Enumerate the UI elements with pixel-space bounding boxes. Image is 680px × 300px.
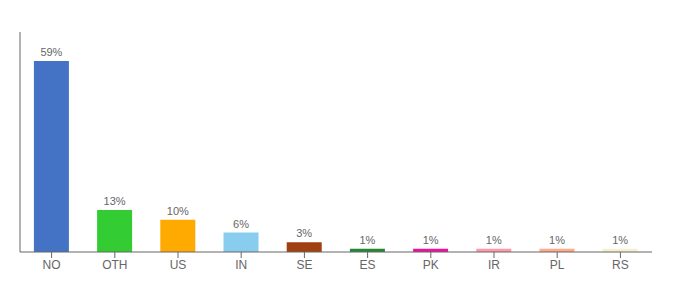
svg-text:3%: 3% xyxy=(296,227,312,239)
svg-text:ES: ES xyxy=(360,258,376,272)
svg-text:59%: 59% xyxy=(40,46,62,58)
svg-text:1%: 1% xyxy=(359,234,375,246)
svg-text:SE: SE xyxy=(296,258,312,272)
svg-text:1%: 1% xyxy=(549,234,565,246)
svg-text:OTH: OTH xyxy=(102,258,127,272)
svg-text:IR: IR xyxy=(488,258,500,272)
svg-text:10%: 10% xyxy=(167,205,189,217)
svg-text:IN: IN xyxy=(235,258,247,272)
svg-text:1%: 1% xyxy=(486,234,502,246)
svg-text:US: US xyxy=(170,258,187,272)
svg-text:6%: 6% xyxy=(233,218,249,230)
svg-text:RS: RS xyxy=(612,258,629,272)
svg-text:1%: 1% xyxy=(423,234,439,246)
svg-text:PK: PK xyxy=(423,258,439,272)
svg-text:NO: NO xyxy=(43,258,61,272)
svg-text:1%: 1% xyxy=(612,234,628,246)
svg-text:PL: PL xyxy=(550,258,565,272)
svg-text:13%: 13% xyxy=(104,195,126,207)
